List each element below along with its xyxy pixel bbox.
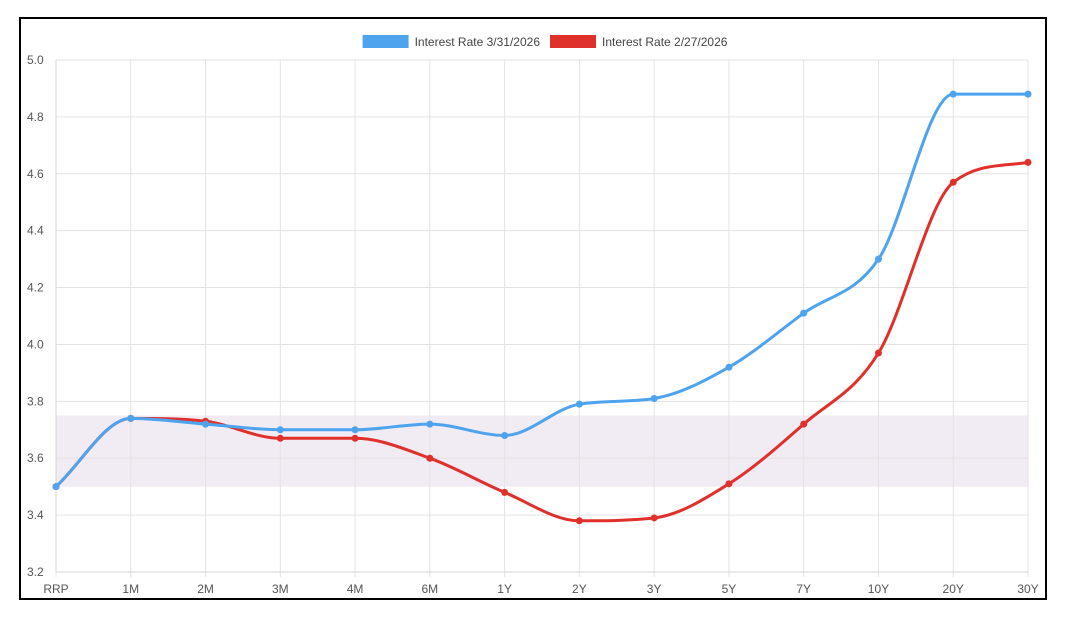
x-tick-label: 4M <box>347 582 364 596</box>
series-1 <box>52 90 1032 491</box>
data-point <box>1024 90 1032 98</box>
legend-label: Interest Rate 2/27/2026 <box>602 35 728 49</box>
y-tick-label: 3.8 <box>27 394 44 408</box>
data-point <box>276 434 284 442</box>
data-point <box>1024 158 1032 166</box>
x-tick-label: 30Y <box>1017 582 1038 596</box>
data-point <box>874 349 882 357</box>
y-tick-label: 4.6 <box>27 167 44 181</box>
line-chart: 3.2 3.4 3.6 3.8 4.0 4.2 4.4 4.6 4.8 5.0 RRP 1M 2M 3M 4… <box>27 35 1039 596</box>
data-point <box>575 400 583 408</box>
shaded-band <box>56 415 1028 487</box>
data-point <box>575 517 583 525</box>
chart-frame: 3.2 3.4 3.6 3.8 4.0 4.2 4.4 4.6 4.8 5.0 RRP 1M 2M 3M 4… <box>19 17 1047 600</box>
series-line <box>54 160 1029 523</box>
data-point <box>949 178 957 186</box>
x-tick-label: 10Y <box>868 582 889 596</box>
legend-item-1[interactable]: Interest Rate 3/31/2026 <box>362 35 541 49</box>
data-point <box>949 90 957 98</box>
x-tick-label: 3Y <box>647 582 662 596</box>
data-point <box>276 426 284 434</box>
x-tick-label: 6M <box>422 582 439 596</box>
data-point <box>501 488 509 496</box>
data-point <box>426 454 434 462</box>
data-point <box>650 394 658 402</box>
x-tick-label: 5Y <box>722 582 737 596</box>
data-point <box>426 420 434 428</box>
x-tick-label: 3M <box>272 582 289 596</box>
y-tick-label: 4.0 <box>27 337 44 351</box>
grid-layer <box>55 59 1029 577</box>
series-layer <box>52 90 1032 525</box>
x-tick-label: 2Y <box>572 582 587 596</box>
data-point <box>650 514 658 522</box>
axis-labels-layer: 3.2 3.4 3.6 3.8 4.0 4.2 4.4 4.6 4.8 5.0 RRP 1M 2M 3M 4… <box>27 53 1039 596</box>
data-point <box>800 420 808 428</box>
data-point <box>202 420 210 428</box>
x-tick-label: 1Y <box>497 582 512 596</box>
x-tick-label: 1M <box>122 582 139 596</box>
y-tick-label: 3.4 <box>27 508 44 522</box>
x-tick-label: 2M <box>197 582 214 596</box>
data-point <box>800 309 808 317</box>
y-tick-label: 3.2 <box>27 565 44 579</box>
legend-swatch <box>550 35 596 48</box>
data-point <box>874 255 882 263</box>
legend[interactable]: Interest Rate 3/31/2026 Interest Rate 2/2… <box>362 35 728 49</box>
y-tick-label: 4.8 <box>27 110 44 124</box>
data-point <box>501 431 509 439</box>
legend-item-2[interactable]: Interest Rate 2/27/2026 <box>550 35 728 49</box>
shaded-band-layer <box>56 415 1028 487</box>
legend-swatch <box>362 35 409 48</box>
data-point <box>725 480 733 488</box>
series-line <box>54 92 1028 488</box>
x-tick-label: 7Y <box>796 582 811 596</box>
data-point <box>52 483 60 491</box>
x-tick-label: RRP <box>43 582 68 596</box>
y-tick-label: 5.0 <box>27 53 44 67</box>
x-tick-label: 20Y <box>943 582 964 596</box>
data-point <box>351 426 359 434</box>
y-tick-label: 4.4 <box>27 224 44 238</box>
y-tick-label: 3.6 <box>27 451 44 465</box>
data-point <box>351 434 359 442</box>
legend-label: Interest Rate 3/31/2026 <box>415 35 541 49</box>
data-point <box>127 414 135 422</box>
data-point <box>725 363 733 371</box>
y-tick-label: 4.2 <box>27 281 44 295</box>
